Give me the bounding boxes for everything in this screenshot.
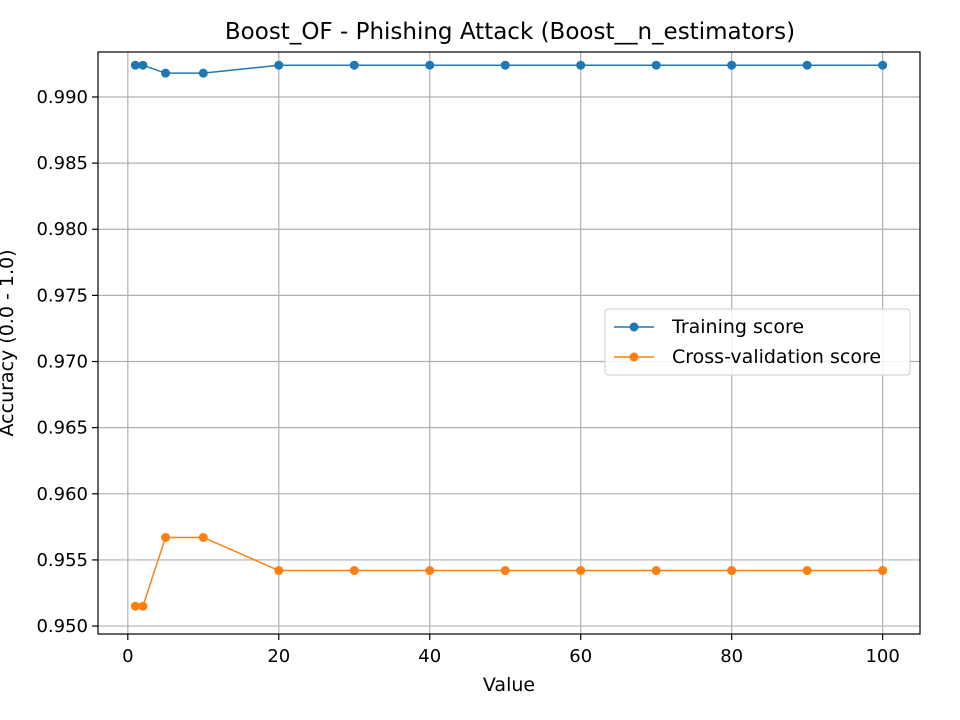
data-point [576,60,586,70]
data-point [651,566,661,576]
y-tick-label: 0.980 [36,219,88,240]
y-tick-label: 0.955 [36,550,88,571]
data-point [349,60,359,70]
data-point [500,60,510,70]
data-point [349,566,359,576]
y-tick-label: 0.975 [36,285,88,306]
data-point [425,60,435,70]
data-point [198,68,208,78]
data-point [425,566,435,576]
series-layer [130,60,888,611]
x-tick-label: 40 [418,646,441,667]
data-point [130,601,140,611]
plot-frame [97,51,921,635]
legend: Training score Cross-validation score [604,308,911,376]
data-point [500,566,510,576]
legend-label-cross-validation: Cross-validation score [672,346,881,368]
data-point [161,532,171,542]
legend-marker-cross-validation [629,352,639,362]
legend-label-training: Training score [671,316,804,338]
y-tick-label: 0.950 [36,616,88,637]
x-tick-label: 0 [122,646,133,667]
data-point [802,60,812,70]
chart-title: Boost_OF - Phishing Attack (Boost__n_est… [225,19,795,45]
y-tick-label: 0.960 [36,484,88,505]
data-point [274,566,284,576]
data-point [727,60,737,70]
data-point [274,60,284,70]
y-axis-title: Accuracy (0.0 - 1.0) [0,250,18,437]
y-axis: 0.950 0.955 0.960 0.965 0.970 0.975 0.980 0.985… [36,87,98,637]
data-point [878,566,888,576]
y-tick-label: 0.965 [36,418,88,439]
series-training-score [130,60,888,78]
series-cross-validation-score [130,532,888,611]
data-point [198,532,208,542]
data-point [138,60,148,70]
data-point [161,68,171,78]
y-tick-label: 0.985 [36,153,88,174]
legend-marker-training [629,322,639,332]
y-tick-label: 0.990 [36,87,88,108]
x-tick-label: 20 [267,646,290,667]
data-point [878,60,888,70]
x-tick-label: 60 [569,646,592,667]
x-tick-label: 80 [720,646,743,667]
data-point [130,60,140,70]
legend-box [604,308,911,376]
x-axis: 0 20 40 60 80 100 [122,634,900,667]
x-axis-title: Value [483,674,535,696]
data-point [651,60,661,70]
data-point [576,566,586,576]
data-point [802,566,812,576]
x-tick-label: 100 [865,646,899,667]
y-tick-label: 0.970 [36,352,88,373]
data-point [727,566,737,576]
data-point [138,601,148,611]
